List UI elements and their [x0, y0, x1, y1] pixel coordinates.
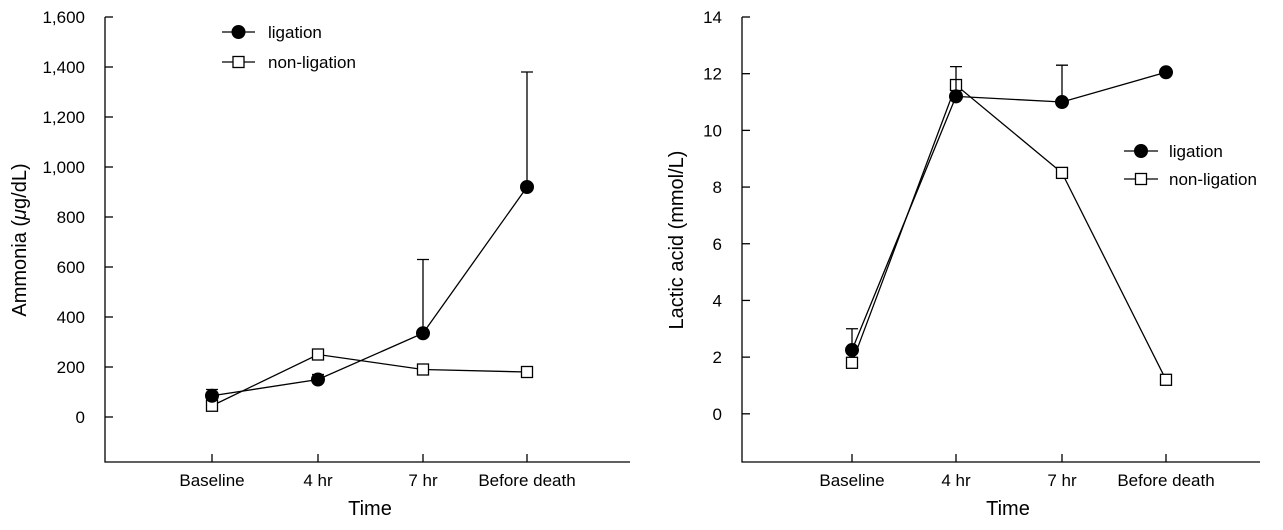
lactic-legend-marker-non-ligation — [1134, 172, 1148, 186]
lactic-axes — [741, 17, 1260, 463]
ammonia-ligation-error-bar — [521, 71, 533, 187]
lactic-x-axis-title: Time — [986, 498, 1030, 520]
lactic-legend: ligation non-ligation — [1124, 142, 1257, 189]
ammonia-ligation-line — [211, 186, 528, 397]
ammonia-ligation-point — [311, 372, 325, 387]
lactic-legend-label-ligation: ligation — [1169, 142, 1223, 161]
ammonia-y-tick-label: 400 — [57, 308, 85, 327]
ammonia-y-tick-label: 1,400 — [42, 58, 85, 77]
ammonia-series — [205, 71, 534, 412]
lactic-ligation-point — [845, 343, 859, 358]
ammonia-ligation-error-bar — [417, 258, 429, 334]
ammonia-y-tick-label: 1,000 — [42, 158, 85, 177]
ammonia-x-tick-label: 4 hr — [303, 471, 333, 490]
lactic-y-tick-label: 12 — [703, 65, 722, 84]
lactic-ligation-point — [1055, 95, 1069, 110]
ammonia-y-tick-label: 600 — [57, 258, 85, 277]
lactic-legend-marker-ligation — [1134, 144, 1148, 158]
ammonia-y-axis-title: Ammonia (μg/dL) — [9, 163, 31, 316]
lactic-legend-label-non-ligation: non-ligation — [1169, 170, 1257, 189]
ammonia-y-tick-label: 200 — [57, 358, 85, 377]
lactic-non-ligation-point — [1055, 166, 1069, 180]
lactic-non-ligation-line — [851, 83, 1167, 381]
ammonia-x-tick-label: Baseline — [179, 471, 244, 490]
ammonia-non-ligation-point — [311, 348, 325, 361]
ammonia-non-ligation-point — [520, 365, 534, 379]
ammonia-legend: ligation non-ligation — [222, 23, 356, 72]
ammonia-legend-label-non-ligation: non-ligation — [268, 53, 356, 72]
lactic-x-ticks: Baseline 4 hr 7 hr Before death — [819, 454, 1215, 490]
lactic-x-tick-label: 7 hr — [1047, 471, 1077, 490]
lactic-y-tick-label: 10 — [703, 121, 722, 140]
lactic-x-tick-label: Baseline — [819, 471, 884, 490]
lactic-y-tick-label: 0 — [713, 405, 722, 424]
ammonia-non-ligation-line — [211, 353, 528, 407]
lactic-ligation-point — [949, 89, 963, 104]
ammonia-chart: Ammonia (μg/dL) Time 0 200 400 600 800 1,000 1… — [9, 8, 630, 520]
lactic-y-axis-title: Lactic acid (mmol/L) — [666, 151, 688, 330]
lactic-y-tick-label: 2 — [713, 348, 722, 367]
lactic-y-ticks: 0 2 4 6 8 10 12 14 — [703, 8, 750, 424]
lactic-non-ligation-point — [845, 356, 859, 369]
lactic-x-tick-label: Before death — [1117, 471, 1214, 490]
lactic-ligation-point — [1159, 65, 1173, 80]
ammonia-x-tick-label: Before death — [478, 471, 575, 490]
ammonia-legend-label-ligation: ligation — [268, 23, 322, 42]
ammonia-ligation-point — [416, 326, 430, 341]
ammonia-y-tick-label: 1,200 — [42, 108, 85, 127]
lactic-x-tick-label: 4 hr — [941, 471, 971, 490]
ammonia-y-ticks: 0 200 400 600 800 1,000 1,200 1,400 1,600 — [42, 8, 113, 427]
lactic-y-tick-label: 6 — [713, 235, 722, 254]
lactic-non-ligation-point — [1159, 373, 1173, 386]
ammonia-ligation-point — [205, 388, 219, 403]
ammonia-x-tick-label: 7 hr — [408, 471, 438, 490]
ammonia-y-tick-label: 800 — [57, 208, 85, 227]
lactic-series — [845, 64, 1173, 386]
ammonia-axes — [104, 17, 630, 463]
ammonia-legend-marker-ligation — [231, 25, 246, 39]
lactic-ligation-line — [851, 71, 1167, 351]
lactic-y-tick-label: 4 — [713, 291, 722, 310]
lactic-y-tick-label: 14 — [703, 8, 722, 27]
ammonia-legend-marker-non-ligation — [232, 55, 245, 69]
ammonia-x-ticks: Baseline 4 hr 7 hr Before death — [179, 454, 576, 490]
ammonia-x-axis-title: Time — [348, 498, 392, 520]
lactic-acid-chart: Lactic acid (mmol/L) Time 0 2 4 6 8 10 12 14 Ba… — [666, 8, 1260, 520]
ammonia-y-tick-label: 1,600 — [42, 8, 85, 27]
ammonia-ligation-point — [520, 180, 534, 194]
lactic-y-tick-label: 8 — [713, 178, 722, 197]
ammonia-non-ligation-point — [416, 363, 430, 376]
ammonia-y-tick-label: 0 — [76, 408, 85, 427]
